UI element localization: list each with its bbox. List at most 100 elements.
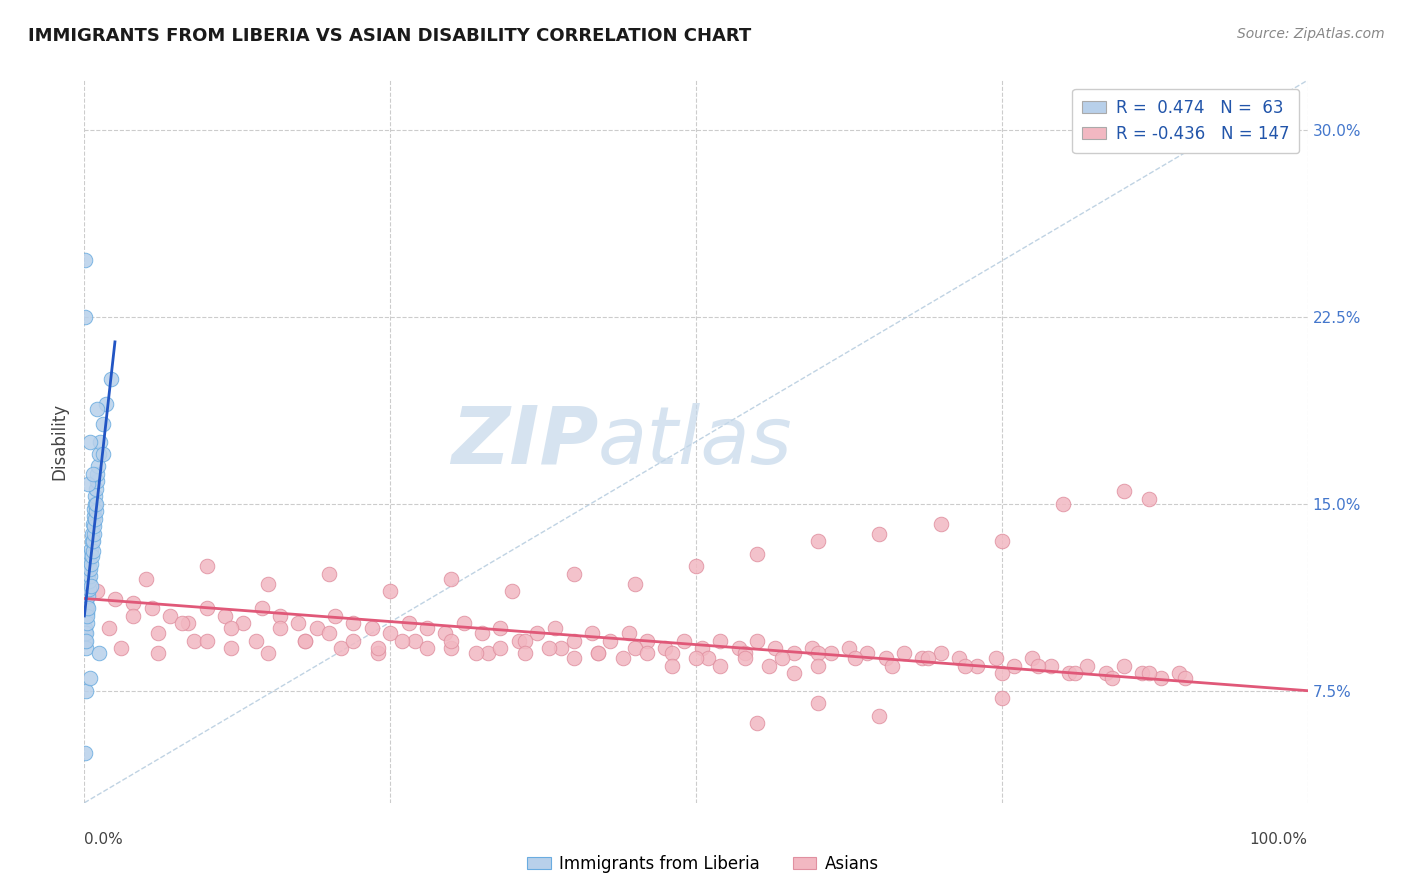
Point — [380, 626, 402, 640]
Point — [86, 402, 108, 417]
Point — [416, 641, 439, 656]
Point — [82, 534, 104, 549]
Point — [79, 434, 101, 449]
Legend: R =  0.474   N =  63, R = -0.436   N = 147: R = 0.474 N = 63, R = -0.436 N = 147 — [1073, 88, 1299, 153]
Point — [991, 534, 1014, 549]
Text: 0.0%: 0.0% — [84, 831, 124, 847]
Point — [1076, 658, 1098, 673]
Point — [79, 671, 101, 685]
Point — [294, 633, 316, 648]
Point — [807, 646, 830, 660]
Point — [1101, 671, 1123, 685]
Point — [929, 516, 952, 531]
Point — [245, 633, 267, 648]
Point — [380, 584, 402, 599]
Point — [586, 646, 609, 660]
Point — [75, 621, 97, 635]
Point — [82, 467, 104, 481]
Point — [690, 641, 713, 656]
Point — [929, 646, 952, 660]
Point — [80, 541, 103, 556]
Point — [294, 633, 316, 648]
Point — [917, 651, 939, 665]
Text: IMMIGRANTS FROM LIBERIA VS ASIAN DISABILITY CORRELATION CHART: IMMIGRANTS FROM LIBERIA VS ASIAN DISABIL… — [28, 27, 751, 45]
Point — [232, 616, 254, 631]
Point — [1094, 666, 1116, 681]
Point — [110, 641, 132, 656]
Point — [1150, 671, 1173, 685]
Point — [624, 576, 647, 591]
Point — [79, 547, 101, 561]
Point — [489, 641, 512, 656]
Point — [440, 641, 463, 656]
Point — [80, 534, 103, 549]
Point — [844, 651, 866, 665]
Point — [869, 526, 891, 541]
Point — [76, 609, 98, 624]
Point — [453, 616, 475, 631]
Point — [654, 641, 676, 656]
Point — [471, 626, 494, 640]
Point — [807, 696, 830, 710]
Point — [624, 641, 647, 656]
Point — [661, 658, 683, 673]
Point — [747, 716, 769, 731]
Point — [84, 504, 107, 518]
Point — [76, 584, 98, 599]
Point — [100, 372, 122, 386]
Point — [84, 482, 107, 496]
Point — [783, 666, 806, 681]
Point — [83, 497, 105, 511]
Point — [1114, 658, 1136, 673]
Point — [807, 658, 830, 673]
Point — [991, 666, 1014, 681]
Text: atlas: atlas — [598, 402, 793, 481]
Point — [146, 646, 169, 660]
Point — [636, 633, 658, 648]
Point — [599, 633, 621, 648]
Point — [404, 633, 426, 648]
Point — [747, 547, 769, 561]
Point — [73, 746, 96, 760]
Point — [966, 658, 988, 673]
Point — [77, 476, 100, 491]
Point — [502, 584, 524, 599]
Legend: Immigrants from Liberia, Asians: Immigrants from Liberia, Asians — [520, 848, 886, 880]
Point — [770, 651, 793, 665]
Point — [83, 509, 105, 524]
Point — [214, 609, 236, 624]
Point — [73, 626, 96, 640]
Y-axis label: Disability: Disability — [51, 403, 69, 480]
Point — [562, 566, 585, 581]
Point — [544, 621, 567, 635]
Point — [758, 658, 780, 673]
Point — [80, 557, 103, 571]
Point — [464, 646, 486, 660]
Point — [318, 566, 340, 581]
Text: Source: ZipAtlas.com: Source: ZipAtlas.com — [1237, 27, 1385, 41]
Point — [513, 633, 536, 648]
Point — [75, 310, 97, 324]
Point — [75, 597, 97, 611]
Point — [323, 609, 346, 624]
Point — [75, 633, 97, 648]
Point — [948, 651, 970, 665]
Point — [875, 651, 897, 665]
Point — [159, 609, 181, 624]
Point — [75, 609, 97, 624]
Point — [783, 646, 806, 660]
Point — [250, 601, 273, 615]
Point — [77, 601, 100, 615]
Point — [135, 572, 157, 586]
Point — [1132, 666, 1154, 681]
Point — [1174, 671, 1197, 685]
Point — [869, 708, 891, 723]
Point — [183, 633, 205, 648]
Point — [1028, 658, 1050, 673]
Point — [489, 621, 512, 635]
Point — [257, 576, 280, 591]
Point — [172, 616, 194, 631]
Point — [269, 609, 291, 624]
Point — [586, 646, 609, 660]
Point — [820, 646, 842, 660]
